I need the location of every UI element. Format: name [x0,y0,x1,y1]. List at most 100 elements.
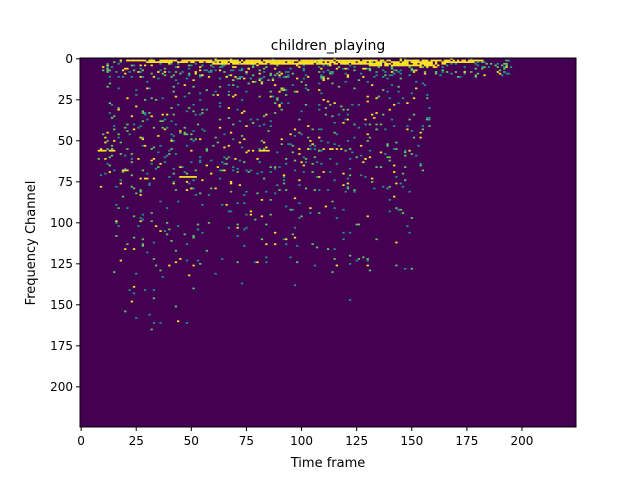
heatmap-band-cell [249,59,253,62]
heatmap-cell [157,135,160,137]
heatmap-cell [373,187,376,190]
heatmap-cell [218,169,222,172]
heatmap-cell [269,90,272,93]
heatmap-cell [293,236,297,239]
heatmap-cell [106,62,109,65]
heatmap-cell [399,69,402,72]
heatmap-band-cell [243,61,246,63]
heatmap-band-cell [258,61,261,63]
heatmap-cell [397,85,400,88]
heatmap-band-cell [406,61,409,63]
heatmap-cell [293,284,297,287]
heatmap-cell [232,138,235,141]
heatmap-cell [117,207,120,209]
heatmap-cell [346,187,350,190]
heatmap-band-cell [368,62,372,65]
heatmap-cell [168,62,171,65]
heatmap-cell [344,118,347,121]
heatmap-cell [190,138,193,141]
heatmap-cell [322,77,325,80]
heatmap-cell [102,66,105,68]
heatmap-band-cell [329,59,332,62]
heatmap-band-cell [287,62,290,65]
heatmap-cell [238,62,242,65]
heatmap-cell [278,103,281,106]
heatmap-cell [196,223,200,226]
heatmap-cell [115,185,118,188]
heatmap-cell [293,62,297,65]
heatmap-band-cell [364,59,367,62]
heatmap-cell [496,71,499,73]
heatmap-cell [139,189,142,191]
heatmap-cell [322,76,325,78]
heatmap-cell [333,179,336,182]
heatmap-band-cell [344,61,347,63]
heatmap-cell [476,72,480,75]
heatmap-band-cell [229,61,233,63]
heatmap-cell [282,87,286,90]
heatmap-cell [419,164,422,167]
heatmap-cell [207,71,211,73]
heatmap-cell [154,167,158,170]
heatmap-cell [357,79,361,82]
heatmap-cell [357,258,361,260]
heatmap-cell [348,174,352,177]
heatmap-cell [421,169,424,172]
heatmap-cell [238,69,242,72]
y-tick-label: 75 [58,175,73,189]
heatmap-cell [474,67,477,70]
heatmap-cell [172,182,175,185]
heatmap-cell [269,125,272,127]
heatmap-band-cell [329,148,332,150]
heatmap-cell [320,92,323,95]
heatmap-cell [289,208,292,211]
heatmap-band-cell [375,62,378,65]
heatmap-cell [139,217,142,219]
heatmap-band-cell [143,177,147,180]
heatmap-band-cell [234,59,237,62]
heatmap-cell [232,84,235,86]
heatmap-cell [368,149,372,152]
heatmap-cell [229,74,233,77]
heatmap-band-cell [437,59,440,62]
heatmap-cell [135,94,138,96]
heatmap-background [80,58,576,427]
heatmap-cell [320,128,323,131]
heatmap-cell [181,71,184,73]
heatmap-cell [216,94,219,96]
heatmap-cell [214,187,217,190]
heatmap-cell [152,289,156,291]
heatmap-cell [401,212,405,214]
heatmap-band-cell [474,59,477,62]
heatmap-cell [393,103,396,106]
heatmap-cell [269,199,272,201]
y-tick-label: 175 [50,339,73,353]
heatmap-cell [366,264,369,267]
heatmap-cell [419,131,422,134]
heatmap-cell [115,203,118,206]
heatmap-cell [505,59,508,62]
x-tick-label: 175 [455,434,478,448]
heatmap-cell [262,177,266,180]
x-tick-label: 0 [77,434,85,448]
heatmap-band-cell [256,61,259,63]
heatmap-cell [379,151,383,154]
heatmap-band-cell [459,61,462,63]
heatmap-band-cell [258,59,261,62]
heatmap-cell [199,161,202,164]
heatmap-band-cell [304,59,308,62]
heatmap-cell [265,261,268,264]
heatmap-cell [192,140,195,142]
heatmap-cell [364,158,367,160]
heatmap-band-cell [273,59,277,62]
heatmap-cell [293,159,297,162]
heatmap-cell [298,202,301,205]
heatmap-cell [106,66,109,68]
heatmap-cell [333,121,336,124]
heatmap-band-cell [269,62,272,65]
heatmap-cell [141,138,145,141]
heatmap-cell [415,69,418,72]
heatmap-band-cell [161,59,164,62]
y-tick-label: 100 [50,216,73,230]
heatmap-cell [395,182,398,185]
